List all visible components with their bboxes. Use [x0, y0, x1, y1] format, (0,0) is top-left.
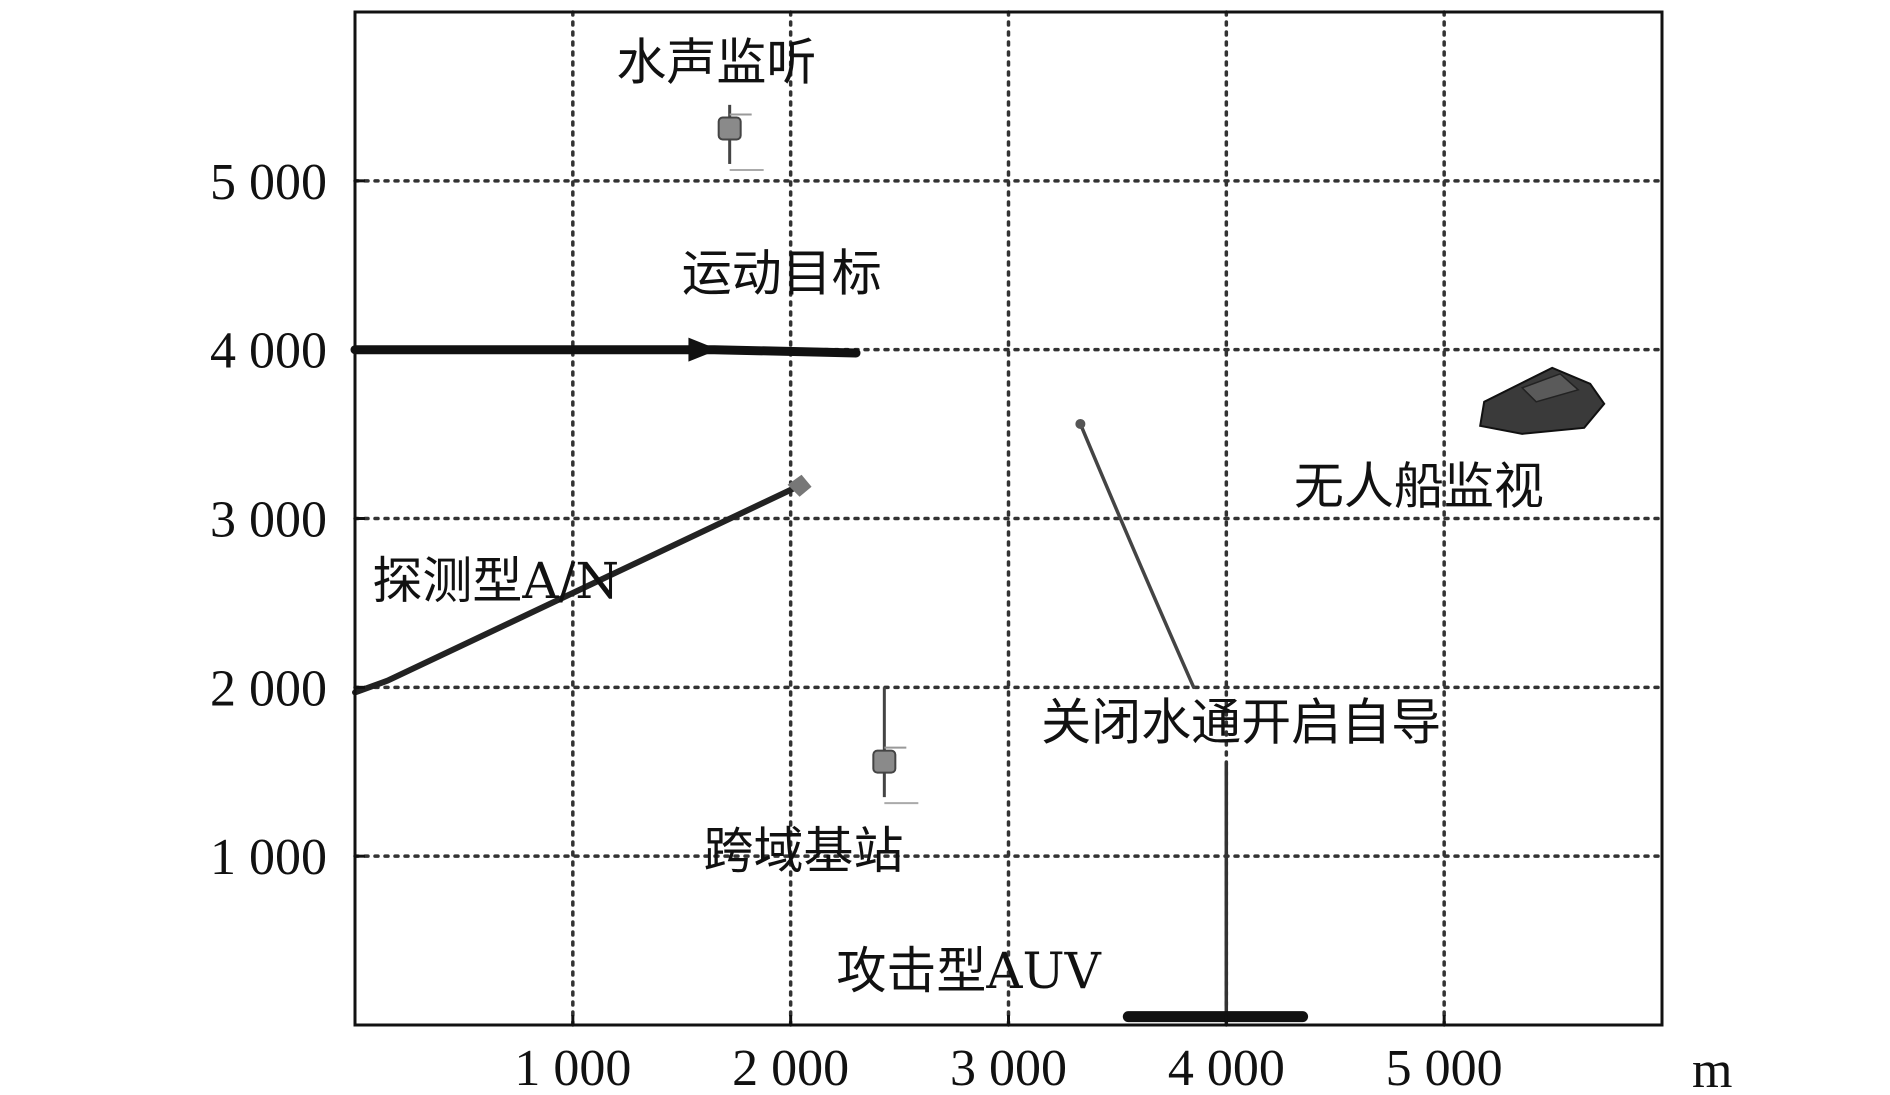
annotation-2: 无人船监视	[1294, 457, 1544, 515]
track-arrowhead	[688, 337, 719, 362]
y-tick-label-4: 5 000	[210, 154, 327, 211]
annotation-4: 关闭水通开启自导	[1041, 694, 1441, 752]
annotation-5: 跨域基站	[704, 822, 904, 880]
track-2	[1078, 422, 1196, 690]
x-tick-label-1: 2 000	[732, 1040, 849, 1095]
track-start-point	[1075, 418, 1086, 429]
y-tick-label-1: 2 000	[210, 660, 327, 717]
annotation-3: 探测型A/N	[372, 552, 619, 610]
unmanned-boat-cabin	[1520, 372, 1580, 403]
x-tick-label-3: 4 000	[1168, 1040, 1285, 1095]
x-tick-label-2: 3 000	[950, 1040, 1067, 1095]
x-tick-label-4: 5 000	[1386, 1040, 1503, 1095]
tracks	[350, 337, 1309, 1023]
track-1	[352, 481, 805, 696]
annotation-6: 攻击型AUV	[836, 942, 1101, 1000]
y-tick-label-0: 1 000	[210, 829, 327, 886]
tick-labels: 1 000 2 000 3 000 4 000 5 000 1 000 2 000 3 000…	[210, 154, 1503, 1095]
x-tick-label-0: 1 000	[514, 1040, 631, 1095]
y-tick-label-2: 3 000	[210, 492, 327, 549]
track-0	[350, 345, 861, 358]
marker-body-1	[872, 749, 897, 774]
x-axis-label: m	[1692, 1042, 1732, 1095]
markers	[717, 104, 919, 805]
y-tick-label-3: 4 000	[210, 323, 327, 380]
track-end-marker	[787, 474, 812, 497]
annotation-1: 运动目标	[682, 245, 882, 303]
marker-body-0	[717, 116, 742, 141]
annotation-0: 水声监听	[616, 34, 816, 92]
vessel-group	[1479, 366, 1606, 435]
